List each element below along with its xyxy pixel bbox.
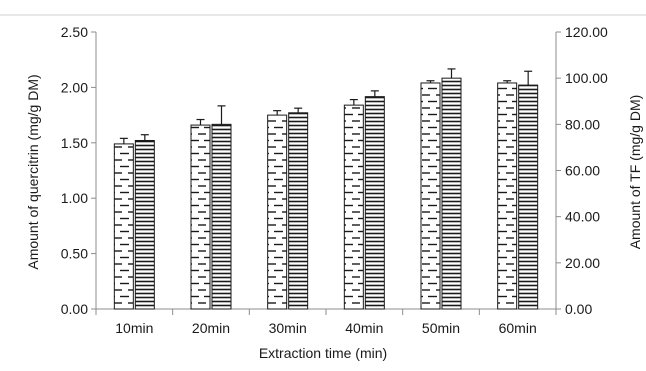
- left-tick-label: 1.50: [61, 135, 88, 151]
- bar-series-2: [134, 139, 155, 310]
- x-tick-label: 40min: [345, 320, 383, 336]
- x-axis: 10min 20min 30min 40min 50min 60min: [95, 308, 557, 336]
- x-tick-label: 20min: [192, 320, 230, 336]
- bar-series-2: [364, 96, 385, 310]
- bar-series-2: [288, 112, 309, 310]
- right-tick-label: 100.00: [565, 70, 608, 86]
- left-tick-label: 1.00: [61, 190, 88, 206]
- x-tick-label: 10min: [115, 320, 153, 336]
- bar-series-1: [113, 143, 134, 310]
- left-tick-label: 0.50: [61, 246, 88, 262]
- bar-series-2: [518, 84, 539, 310]
- right-tick-label: 20.00: [565, 255, 600, 271]
- right-y-axis-title: Amount of TF (mg/g DM): [627, 95, 643, 250]
- left-tick-label: 2.00: [61, 79, 88, 95]
- x-tick-label: 30min: [269, 320, 307, 336]
- right-tick-label: 40.00: [565, 209, 600, 225]
- left-tick-label: 0.00: [61, 301, 88, 317]
- x-tick-label: 50min: [422, 320, 460, 336]
- bar-series-1: [343, 104, 364, 310]
- bar-series-1: [497, 82, 518, 310]
- left-y-axis: 0.00 0.50 1.00 1.50 2.00 2.50: [61, 24, 97, 317]
- right-tick-label: 120.00: [565, 24, 608, 40]
- bar-series-2: [441, 77, 462, 310]
- bar-series-2: [211, 123, 232, 310]
- bar-series-1: [267, 114, 288, 310]
- right-tick-label: 60.00: [565, 163, 600, 179]
- left-y-axis-title: Amount of quercitrin (mg/g DM): [25, 74, 41, 269]
- x-tick-label: 60min: [499, 320, 537, 336]
- bar-series-1: [420, 82, 441, 310]
- right-tick-label: 80.00: [565, 116, 600, 132]
- bars: [113, 68, 539, 310]
- bar-series-1: [190, 124, 211, 310]
- x-axis-title: Extraction time (min): [259, 345, 387, 361]
- right-y-axis: 0.00 20.00 40.00 60.00 80.00 100.00 120.00: [555, 24, 608, 317]
- right-tick-label: 0.00: [565, 301, 592, 317]
- left-tick-label: 2.50: [61, 24, 88, 40]
